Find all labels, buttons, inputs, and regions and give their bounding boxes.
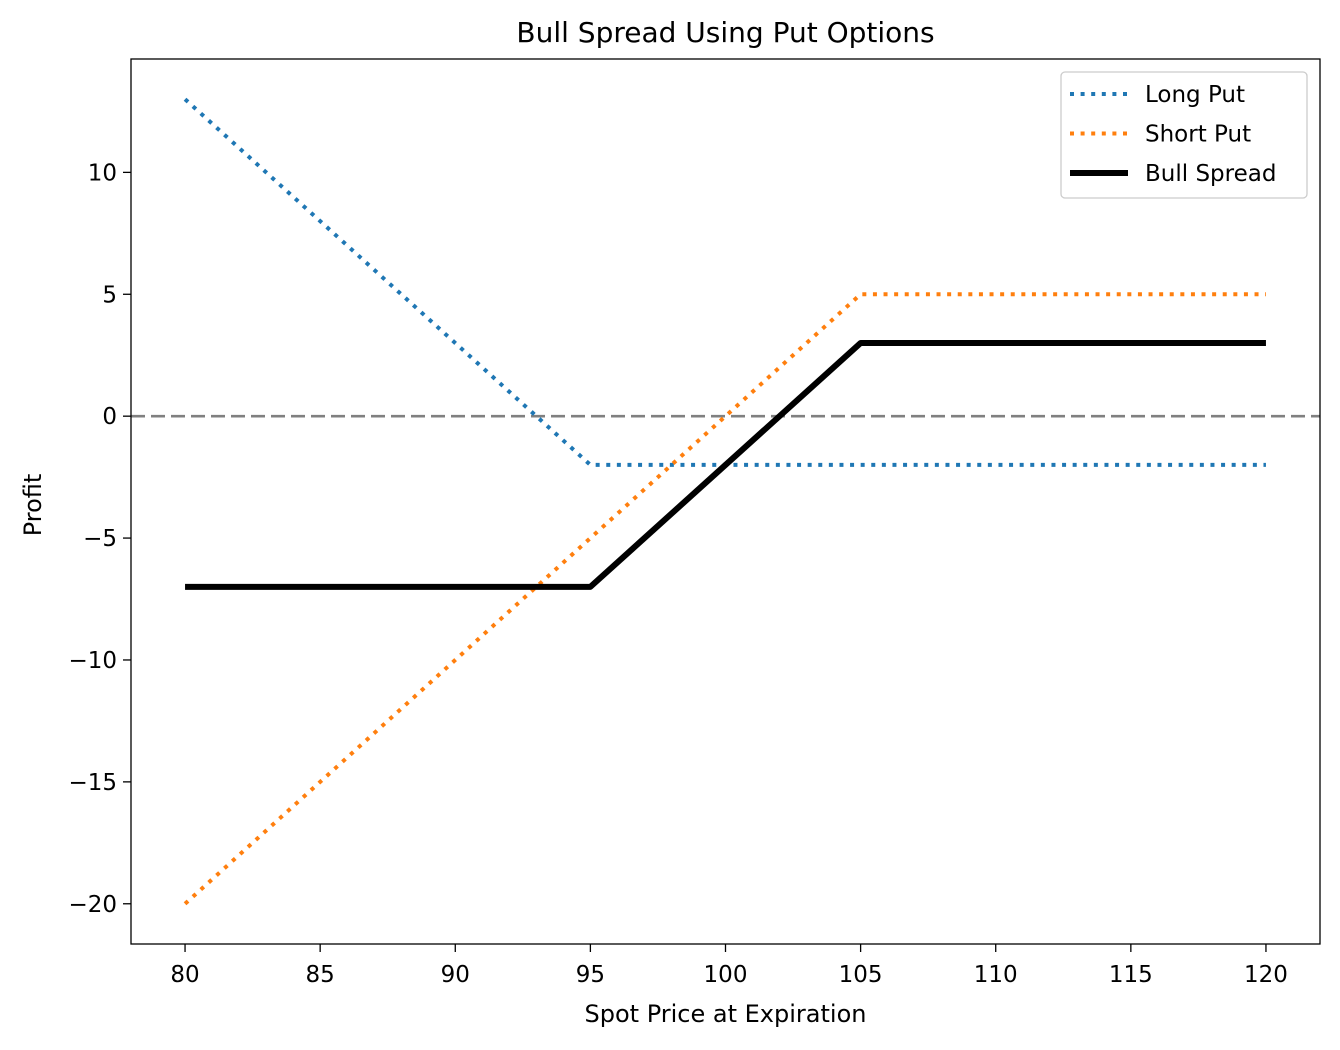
series-line-short-put [183, 292, 1266, 906]
legend-box [1060, 71, 1308, 199]
chart-title: Bull Spread Using Put Options [516, 16, 934, 49]
y-tick-label: 10 [88, 160, 117, 186]
legend-label: Short Put [1145, 122, 1251, 148]
x-tick-label: 115 [1109, 962, 1153, 988]
x-tick-label: 85 [306, 962, 335, 988]
x-tick-label: 110 [974, 962, 1018, 988]
x-axis-label: Spot Price at Expiration [585, 1000, 867, 1028]
y-tick-label: 0 [102, 404, 117, 430]
y-tick-label: −15 [68, 770, 117, 796]
series-line-bull-spread [185, 340, 1266, 590]
legend-label: Bull Spread [1145, 161, 1276, 187]
y-axis-label: Profit [19, 474, 47, 537]
x-tick-label: 105 [839, 962, 883, 988]
x-tick-label: 80 [170, 962, 199, 988]
y-tick-label: −10 [68, 648, 117, 674]
y-tick-label: −20 [68, 892, 117, 918]
x-tick-label: 120 [1244, 962, 1288, 988]
series-line-long-put [183, 97, 1266, 467]
y-tick-label: −5 [83, 526, 117, 552]
x-tick-label: 100 [704, 962, 748, 988]
y-tick-label: 5 [102, 282, 117, 308]
legend-label: Long Put [1145, 82, 1245, 108]
plot-area [131, 59, 1320, 944]
x-tick-label: 95 [576, 962, 605, 988]
x-tick-label: 90 [441, 962, 470, 988]
legend: Long Put Short Put Bull Spread [1060, 71, 1308, 199]
